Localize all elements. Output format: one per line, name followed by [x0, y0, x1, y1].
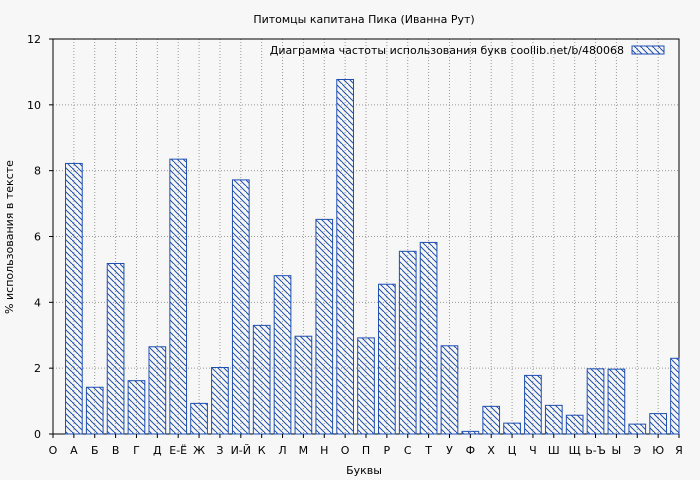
bar-Г: [127, 380, 146, 435]
bar-Е-Ё: [169, 158, 188, 435]
bar-Ы: [607, 368, 626, 435]
x-tick-label: Ц: [508, 444, 517, 457]
chart-title: Питомцы капитана Пика (Иванна Рут): [253, 13, 474, 26]
y-tick-label: 12: [27, 33, 41, 46]
legend-label: Диаграмма частоты использования букв coo…: [270, 44, 624, 57]
legend-swatch: [631, 45, 665, 55]
bar-Ь-Ъ: [586, 368, 605, 435]
bar-П: [357, 337, 375, 435]
bar-Т: [419, 241, 438, 435]
x-tick-label: А: [70, 444, 78, 457]
x-tick-label: Ш: [548, 444, 560, 457]
bar-Н: [315, 218, 334, 435]
x-tick-label: Д: [153, 444, 162, 457]
x-tick-label: П: [362, 444, 370, 457]
bar-К: [252, 324, 271, 435]
bar-У: [440, 345, 459, 435]
bar-Р: [378, 283, 396, 435]
x-tick-label: Н: [320, 444, 328, 457]
bar-С: [398, 250, 417, 435]
y-tick-label: 10: [27, 99, 41, 112]
y-tick-label: 2: [34, 362, 41, 375]
bar-М: [294, 335, 313, 435]
x-tick-label: Ь-Ъ: [585, 444, 606, 457]
x-tick-label: Л: [278, 444, 286, 457]
bar-Я: [670, 357, 680, 435]
x-tick-label: О: [341, 444, 350, 457]
bar-О: [336, 78, 354, 435]
x-axis-label: Буквы: [346, 464, 382, 477]
x-tick-label: Р: [384, 444, 391, 457]
x-tick-label: Я: [675, 444, 683, 457]
bar-Ю: [649, 413, 667, 435]
x-tick-label: В: [112, 444, 120, 457]
bar-З: [211, 367, 229, 435]
y-tick-label: 0: [34, 428, 41, 441]
x-tick-label: Т: [424, 444, 432, 457]
bar-В: [106, 262, 125, 435]
bar-Щ: [565, 414, 584, 435]
x-tick-label: З: [216, 444, 223, 457]
y-tick-label: 4: [34, 296, 41, 309]
x-tick-label: Е-Ё: [169, 444, 187, 457]
bar-Д: [148, 346, 167, 435]
x-tick-label: Ю: [652, 444, 664, 457]
x-tick-label: О: [49, 444, 58, 457]
bar-Ж: [190, 402, 208, 435]
x-tick-label: С: [404, 444, 412, 457]
x-tick-label: Щ: [569, 444, 581, 457]
bar-Л: [273, 275, 292, 435]
bar-А: [65, 162, 83, 435]
bar-И-Й: [231, 179, 250, 435]
x-tick-label: Ф: [466, 444, 475, 457]
bar-Ф: [461, 430, 480, 435]
legend: Диаграмма частоты использования букв coo…: [270, 44, 665, 57]
x-tick-label: Б: [91, 444, 99, 457]
x-tick-label: Г: [133, 444, 140, 457]
y-tick-label: 8: [34, 165, 41, 178]
x-tick-label: Ж: [193, 444, 205, 457]
bar-Б: [85, 386, 104, 435]
y-tick-label: 6: [34, 231, 41, 244]
bar-Ш: [544, 404, 563, 435]
bar-Х: [482, 405, 501, 435]
x-tick-label: К: [258, 444, 266, 457]
x-tick-label: Ч: [529, 444, 537, 457]
bar-Ц: [503, 422, 521, 435]
x-tick-label: Х: [487, 444, 495, 457]
y-axis-label: % использования в тексте: [3, 160, 16, 314]
bar-Ч: [524, 374, 542, 435]
bar-Э: [628, 423, 647, 435]
x-tick-label: У: [446, 444, 453, 457]
bars: [65, 78, 680, 435]
x-tick-label: И-Й: [231, 444, 251, 457]
x-tick-label: Ы: [612, 444, 622, 457]
x-tick-label: Э: [633, 444, 641, 457]
x-tick-label: М: [299, 444, 309, 457]
